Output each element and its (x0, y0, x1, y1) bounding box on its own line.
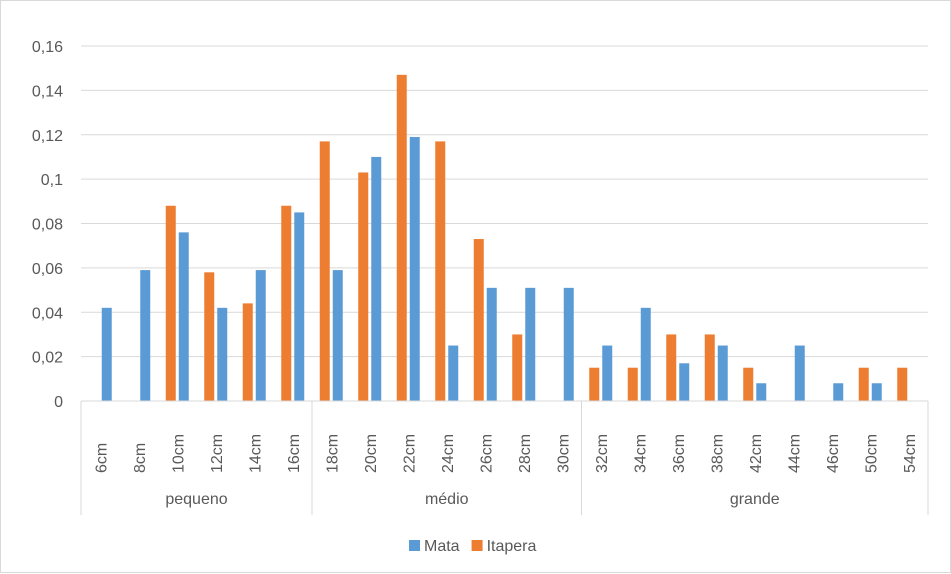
bar-itapera-36cm (666, 334, 677, 401)
bar-mata-6cm (101, 307, 112, 401)
x-tick-label: 22cm (401, 434, 418, 473)
bar-mata-38cm (717, 345, 728, 401)
x-tick-label: 28cm (517, 434, 534, 473)
bar-mata-10cm (178, 232, 189, 401)
group-label-grande: grande (730, 491, 780, 508)
y-tick-label: 0,12 (32, 128, 63, 145)
legend-swatch-itapera (471, 540, 483, 551)
bar-mata-50cm (871, 383, 882, 401)
bar-mata-46cm (833, 383, 844, 401)
bar-mata-26cm (486, 287, 497, 401)
x-tick-label: 16cm (286, 434, 303, 473)
y-tick-label: 0,06 (32, 261, 63, 278)
bar-itapera-26cm (473, 239, 484, 401)
x-tick-label: 32cm (594, 434, 611, 473)
bar-itapera-16cm (281, 205, 292, 401)
legend-label-itapera: Itapera (487, 538, 537, 555)
x-tick-label: 50cm (863, 434, 880, 473)
bar-itapera-20cm (358, 172, 369, 401)
x-tick-label: 54cm (902, 434, 919, 473)
legend-label-mata: Mata (424, 538, 460, 555)
bar-mata-16cm (294, 212, 305, 401)
x-tick-label: 36cm (671, 434, 688, 473)
bar-itapera-22cm (396, 74, 407, 401)
bar-mata-22cm (409, 136, 420, 401)
bar-mata-18cm (332, 270, 343, 401)
x-tick-label: 44cm (786, 434, 803, 473)
x-tick-label: 20cm (363, 434, 380, 473)
y-tick-label: 0,14 (32, 83, 63, 100)
bar-itapera-32cm (589, 367, 600, 401)
x-tick-label: 38cm (709, 434, 726, 473)
bar-mata-8cm (140, 270, 151, 401)
bar-mata-42cm (756, 383, 767, 401)
legend: Mata Itapera (409, 538, 536, 555)
bar-itapera-42cm (743, 367, 754, 401)
y-tick-label: 0,16 (32, 39, 63, 56)
y-tick-label: 0 (54, 394, 63, 411)
x-tick-label: 24cm (440, 434, 457, 473)
x-tick-label: 46cm (825, 434, 842, 473)
x-tick-label: 12cm (209, 434, 226, 473)
x-tick-label: 30cm (555, 434, 572, 473)
bar-itapera-54cm (897, 367, 908, 401)
bar-mata-14cm (255, 270, 266, 401)
group-label-pequeno: pequeno (165, 491, 227, 508)
axes: 0 0,02 0,04 0,06 0,08 0,1 0,12 0,14 0,16 6cm 8cm 10… (32, 39, 929, 515)
x-tick-label: 6cm (93, 443, 110, 473)
bar-itapera-10cm (165, 205, 176, 401)
legend-swatch-mata (409, 540, 420, 551)
bar-itapera-28cm (512, 334, 523, 401)
x-tick-label: 42cm (748, 434, 765, 473)
y-tick-label: 0,1 (41, 172, 63, 189)
bar-itapera-38cm (704, 334, 715, 401)
x-tick-label: 8cm (132, 443, 149, 473)
bar-mata-34cm (640, 307, 651, 401)
x-tick-label: 14cm (247, 434, 264, 473)
bar-mata-30cm (563, 287, 574, 401)
bars (101, 74, 908, 401)
bar-itapera-24cm (435, 141, 446, 401)
x-tick-label: 10cm (170, 434, 187, 473)
bar-itapera-34cm (627, 367, 638, 401)
bar-itapera-50cm (858, 367, 869, 401)
bar-mata-24cm (448, 345, 459, 401)
bar-mata-36cm (679, 363, 690, 401)
y-tick-label: 0,04 (32, 305, 63, 322)
bar-mata-12cm (217, 307, 228, 401)
y-tick-label: 0,02 (32, 350, 63, 367)
bar-itapera-18cm (319, 141, 330, 401)
bar-itapera-14cm (242, 303, 253, 401)
bar-itapera-12cm (204, 272, 215, 401)
x-tick-label: 18cm (324, 434, 341, 473)
group-label-médio: médio (425, 491, 469, 508)
x-tick-label: 26cm (478, 434, 495, 473)
x-tick-label: 34cm (632, 434, 649, 473)
y-tick-label: 0,08 (32, 217, 63, 234)
bar-mata-44cm (794, 345, 805, 401)
bar-mata-20cm (371, 156, 382, 401)
bar-mata-32cm (602, 345, 613, 401)
bar-mata-28cm (525, 287, 536, 401)
